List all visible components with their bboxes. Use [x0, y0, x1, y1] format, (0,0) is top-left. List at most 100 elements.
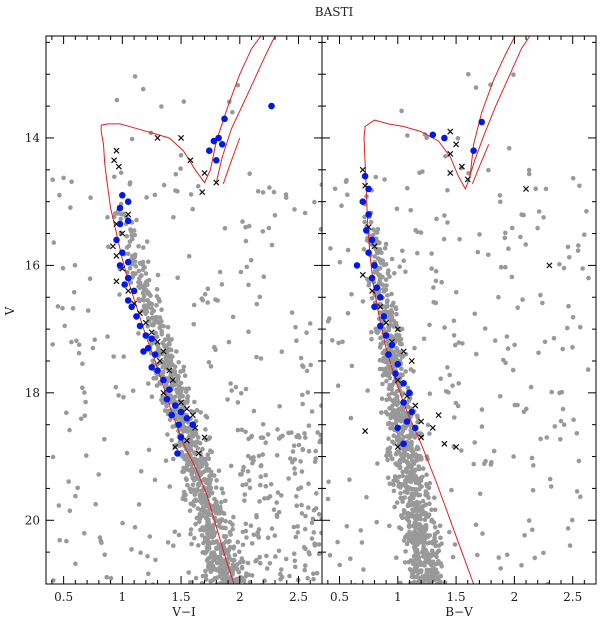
field-star-point: [311, 576, 316, 582]
field-star-point: [306, 448, 312, 454]
member-point: [382, 332, 390, 339]
field-star-point: [314, 570, 320, 576]
field-star-point: [144, 309, 150, 315]
y-axis-v-i: 14 16 18 20: [25, 41, 322, 553]
field-star-point: [397, 458, 402, 464]
field-star-point: [368, 585, 373, 590]
field-star-point: [214, 478, 219, 483]
field-star-point: [373, 241, 379, 247]
field-star-point: [408, 584, 413, 589]
member-point: [218, 141, 226, 148]
field-star-point: [198, 527, 203, 533]
member-point: [441, 134, 448, 142]
member-point: [406, 389, 413, 397]
field-star-point: [369, 330, 374, 335]
field-star-point: [300, 401, 306, 407]
field-star-point: [430, 585, 435, 590]
isochrone-branch-v-i-1: [222, 137, 241, 184]
field-star-point: [216, 592, 221, 597]
field-star-point: [498, 566, 504, 571]
field-star-point: [503, 230, 508, 236]
field-star-point: [415, 250, 420, 256]
field-star-point: [340, 339, 345, 345]
y-tick-label: 20: [25, 513, 40, 527]
field-star-point: [407, 454, 413, 459]
field-star-point: [289, 310, 295, 315]
field-star-point: [400, 248, 405, 254]
field-star-point: [208, 448, 213, 454]
field-star-point: [404, 434, 410, 439]
field-star-point: [127, 266, 133, 271]
field-star-point: [296, 442, 302, 448]
field-star-point: [424, 472, 429, 478]
field-star-point: [337, 562, 343, 568]
field-star-point: [388, 312, 393, 317]
field-star-point: [306, 481, 311, 487]
field-star-point: [441, 236, 447, 242]
cross-point: [154, 338, 161, 345]
field-star-point: [506, 246, 511, 251]
field-star-point: [229, 589, 234, 594]
field-star-point: [452, 342, 458, 348]
field-star-point: [297, 435, 302, 440]
field-star-point: [578, 324, 583, 330]
field-star-point: [543, 186, 549, 192]
field-star-point: [488, 462, 494, 467]
field-star-point: [373, 174, 379, 180]
field-star-point: [414, 490, 419, 496]
field-star-point: [64, 410, 69, 416]
field-star-point: [203, 573, 209, 578]
field-star-point: [384, 453, 389, 459]
field-star-point: [378, 335, 384, 340]
field-star-point: [438, 535, 443, 541]
member-point: [403, 418, 411, 425]
field-star-point: [186, 386, 192, 391]
field-star-point: [408, 535, 414, 540]
field-star-point: [482, 326, 488, 331]
field-star-point: [401, 538, 407, 543]
field-star-point: [477, 232, 482, 237]
cross-point: [156, 357, 163, 365]
field-star-point: [129, 136, 135, 142]
field-star-point: [251, 455, 256, 460]
field-star-point: [409, 458, 415, 463]
field-star-point: [518, 234, 523, 240]
member-point: [124, 217, 132, 225]
field-star-point: [134, 217, 139, 223]
field-star-point: [178, 380, 184, 386]
field-star-point: [225, 590, 230, 595]
field-star-point: [560, 346, 565, 352]
field-star-point: [404, 474, 410, 480]
field-star-point: [193, 575, 199, 581]
field-star-point: [199, 581, 205, 584]
field-star-point: [440, 589, 445, 594]
field-star-point: [315, 430, 320, 435]
field-star-point: [312, 459, 318, 465]
field-star-point: [99, 540, 104, 545]
field-star-point: [415, 569, 421, 575]
field-star-point: [390, 408, 396, 414]
field-star-point: [266, 225, 272, 231]
field-star-point: [146, 381, 151, 386]
field-star-point: [452, 415, 457, 420]
field-star-point: [121, 354, 126, 359]
field-star-point: [422, 586, 427, 591]
field-star-point: [502, 235, 508, 241]
field-star-point: [533, 186, 538, 191]
field-star-point: [293, 585, 298, 590]
field-star-point: [383, 277, 389, 283]
member-point: [368, 274, 376, 282]
field-star-point: [237, 472, 243, 477]
cross-point: [142, 319, 149, 326]
field-stars-b-v: [325, 72, 591, 595]
field-star-point: [311, 530, 317, 535]
field-star-point: [453, 290, 459, 295]
field-star-point: [404, 590, 409, 595]
member-point: [373, 284, 381, 292]
field-star-point: [248, 257, 254, 263]
field-star-point: [255, 189, 261, 194]
field-star-point: [445, 220, 450, 225]
field-star-point: [218, 550, 224, 555]
field-star-point: [387, 523, 392, 529]
panel-frame-b-v: [321, 35, 597, 585]
